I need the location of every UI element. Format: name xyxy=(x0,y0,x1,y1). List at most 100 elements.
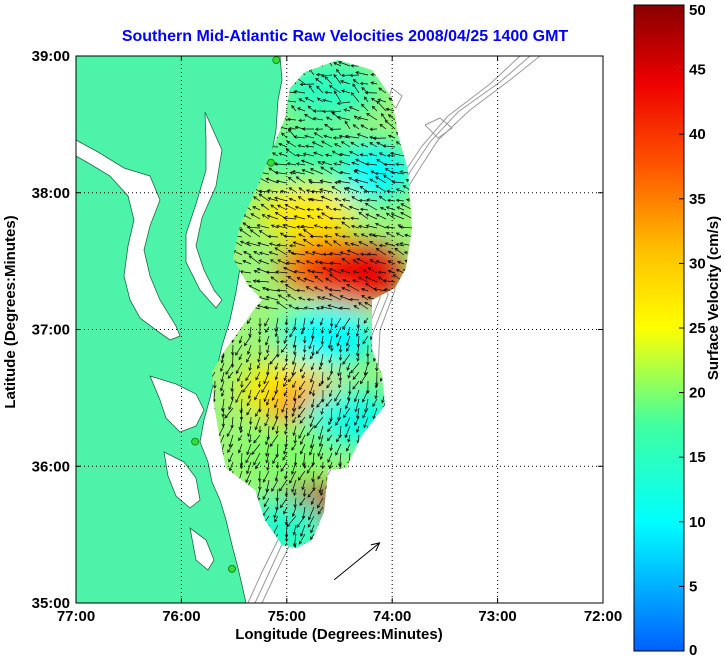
velocity-vector xyxy=(353,305,360,310)
velocity-vector xyxy=(299,82,315,87)
velocity-vector xyxy=(347,371,351,379)
velocity-vector xyxy=(379,206,387,211)
velocity-vector xyxy=(324,123,333,130)
velocity-vector xyxy=(298,118,306,123)
velocity-vector xyxy=(292,416,297,424)
velocity-vector xyxy=(327,452,333,463)
velocity-vector xyxy=(286,515,297,528)
velocity-vector xyxy=(262,488,270,500)
velocity-vector xyxy=(237,371,243,382)
velocity-vector xyxy=(303,277,315,283)
velocity-vector xyxy=(336,434,342,443)
velocity-vector xyxy=(225,362,234,375)
velocity-vector xyxy=(328,389,333,398)
velocity-vector xyxy=(395,162,405,166)
velocity-vector xyxy=(304,251,315,256)
velocity-vector xyxy=(371,233,387,238)
velocity-vector xyxy=(288,187,297,193)
velocity-vector xyxy=(289,171,297,175)
velocity-vector xyxy=(213,380,217,389)
velocity-vector xyxy=(374,380,379,389)
velocity-vector xyxy=(343,187,351,193)
velocity-vector xyxy=(293,344,297,356)
velocity-vector xyxy=(279,279,288,284)
velocity-vector xyxy=(292,425,297,437)
velocity-vector xyxy=(245,371,252,382)
velocity-vector xyxy=(348,177,360,184)
velocity-vector xyxy=(265,407,270,418)
velocity-vector xyxy=(261,214,270,220)
velocity-vector xyxy=(340,269,351,274)
velocity-vector xyxy=(325,116,333,121)
velocity-vector xyxy=(318,434,324,448)
velocity-vector xyxy=(315,306,324,310)
velocity-vector xyxy=(317,443,324,457)
velocity-vector xyxy=(297,144,306,148)
velocity-vector xyxy=(265,326,270,333)
velocity-vector xyxy=(344,242,351,247)
velocity-vector xyxy=(373,287,387,292)
velocity-vector xyxy=(338,380,342,389)
velocity-vector xyxy=(221,416,226,428)
velocity-vector xyxy=(361,294,369,301)
velocity-vector xyxy=(328,461,333,470)
velocity-vector xyxy=(334,225,342,230)
y-tick-label: 35:00 xyxy=(32,595,70,612)
velocity-vector xyxy=(309,407,315,419)
velocity-vector xyxy=(341,221,351,229)
velocity-vector xyxy=(265,177,279,184)
velocity-vector xyxy=(330,344,334,352)
velocity-vector xyxy=(355,344,360,357)
velocity-vector xyxy=(335,326,342,338)
velocity-vector xyxy=(322,266,333,274)
velocity-vector xyxy=(248,434,252,444)
velocity-vector xyxy=(366,113,378,121)
plot-area xyxy=(76,56,603,603)
velocity-vector xyxy=(298,533,306,545)
velocity-vector xyxy=(220,371,225,383)
velocity-vector xyxy=(307,488,315,498)
velocity-vector xyxy=(311,251,324,256)
colorbar-tick-label: 5 xyxy=(689,578,697,595)
velocity-vector xyxy=(387,114,396,121)
velocity-vector xyxy=(260,203,270,211)
velocity-vector xyxy=(279,189,288,194)
velocity-vector xyxy=(350,92,360,103)
x-axis-label: Longitude (Degrees:Minutes) xyxy=(235,626,443,643)
velocity-vector xyxy=(382,279,396,283)
velocity-vector xyxy=(289,244,297,248)
velocity-vector xyxy=(249,229,261,238)
velocity-vector xyxy=(255,461,261,470)
velocity-vector xyxy=(331,186,342,193)
velocity-vector xyxy=(257,380,262,388)
velocity-vector xyxy=(264,416,270,427)
velocity-vector xyxy=(341,73,351,78)
velocity-vector xyxy=(395,243,405,247)
reference-arrow xyxy=(333,542,380,581)
velocity-vector xyxy=(375,222,387,229)
velocity-vector xyxy=(360,233,369,238)
velocity-vector xyxy=(287,176,297,184)
velocity-vector xyxy=(253,269,261,274)
velocity-vector xyxy=(212,371,216,382)
velocity-vector xyxy=(308,84,315,94)
velocity-vector xyxy=(290,251,306,256)
velocity-vector xyxy=(344,120,351,130)
velocity-vector xyxy=(396,206,405,211)
x-tick-label: 77:00 xyxy=(57,608,95,625)
velocity-vector xyxy=(300,326,306,335)
velocity-vector xyxy=(352,279,360,283)
velocity-vector xyxy=(324,90,333,95)
velocity-vector xyxy=(358,302,369,310)
velocity-vector xyxy=(265,335,270,346)
velocity-vector xyxy=(376,100,387,112)
velocity-vector xyxy=(318,380,324,387)
velocity-vector xyxy=(328,335,333,349)
velocity-vector xyxy=(349,73,360,78)
velocity-vector xyxy=(258,189,270,194)
x-axis-ticks: 77:00 76:00 75:00 74:00 73:00 72:00 xyxy=(57,56,622,625)
velocity-vector xyxy=(287,371,297,383)
velocity-vector xyxy=(246,443,252,456)
velocity-vector xyxy=(299,443,306,455)
velocity-vector xyxy=(252,279,261,283)
